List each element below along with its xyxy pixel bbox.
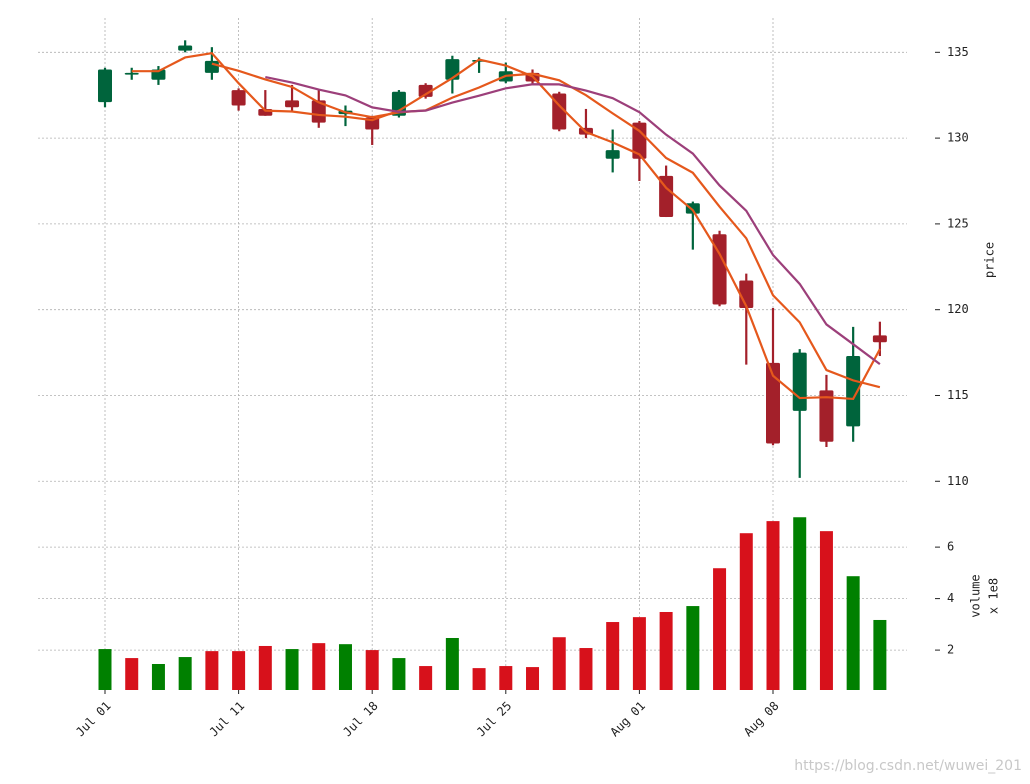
x-tick-label: Jul 11 <box>207 699 248 740</box>
x-tick-label: Aug 08 <box>741 699 782 740</box>
candle-body <box>605 150 620 159</box>
volume-bar <box>365 650 379 690</box>
volume-bar <box>526 667 540 690</box>
candle-body <box>124 72 139 75</box>
y-tick-label: 6 <box>947 540 954 554</box>
y-tick-label: 120 <box>947 302 969 316</box>
volume-bar <box>232 651 246 690</box>
volume-bar <box>552 637 566 690</box>
volume-bar <box>125 658 139 690</box>
candle-body <box>846 356 861 427</box>
moving-average-line <box>265 75 881 365</box>
candle-body <box>178 45 193 51</box>
volume-bar <box>846 576 860 690</box>
volume-bar <box>686 606 700 690</box>
candle-body <box>445 59 460 80</box>
x-tick-label: Jul 25 <box>474 699 515 740</box>
moving-average-line <box>211 62 881 389</box>
candle-body <box>204 60 219 73</box>
volume-bar <box>338 644 352 690</box>
candle-body <box>285 100 300 108</box>
volume-bar <box>472 668 486 690</box>
y-tick-label: 4 <box>947 591 954 605</box>
volume-bar <box>819 531 833 690</box>
candle-body <box>231 90 246 106</box>
candle-body <box>632 122 647 159</box>
volume-bar <box>739 533 753 690</box>
candle-body <box>766 362 780 444</box>
volume-bar <box>285 649 299 690</box>
volume-bar <box>205 651 219 690</box>
y-tick-label: 130 <box>947 131 969 145</box>
candle-body <box>712 234 727 305</box>
volume-offset-label: x 1e8 <box>987 578 1001 614</box>
price-axis-label: price <box>983 242 997 278</box>
y-tick-label: 110 <box>947 474 969 488</box>
volume-bar <box>178 657 192 690</box>
candle-body <box>659 175 674 218</box>
y-tick-label: 125 <box>947 216 969 230</box>
volume-bar <box>606 622 620 690</box>
x-tick-label: Jul 01 <box>73 699 114 740</box>
volume-bar <box>766 521 780 690</box>
volume-bar <box>713 568 727 690</box>
volume-bar <box>873 619 887 690</box>
candle-body <box>311 100 326 123</box>
y-tick-label: 2 <box>947 643 954 657</box>
volume-bar <box>392 658 406 690</box>
volume-bar <box>258 645 272 690</box>
moving-average-line <box>131 51 881 401</box>
volume-bar <box>419 666 433 690</box>
volume-bar <box>499 666 513 690</box>
candle-body <box>792 352 807 411</box>
watermark: https://blog.csdn.net/wuwei_201 <box>794 758 1022 774</box>
volume-bar <box>151 663 165 690</box>
y-tick-label: 115 <box>947 388 969 402</box>
x-tick-label: Aug 01 <box>607 699 648 740</box>
candle-body <box>418 84 433 97</box>
x-tick-label: Jul 18 <box>340 699 381 740</box>
volume-bar <box>632 617 646 690</box>
volume-bar <box>98 649 112 690</box>
candle-body <box>819 390 834 442</box>
y-tick-label: 135 <box>947 45 969 59</box>
volume-bar <box>793 517 807 690</box>
volume-bar <box>445 637 459 690</box>
candle-body <box>872 335 887 343</box>
volume-bar <box>659 611 673 690</box>
volume-bar <box>312 643 326 690</box>
volume-bar <box>579 648 593 690</box>
volume-axis-label: volume <box>969 574 983 617</box>
candle-body <box>98 69 112 103</box>
